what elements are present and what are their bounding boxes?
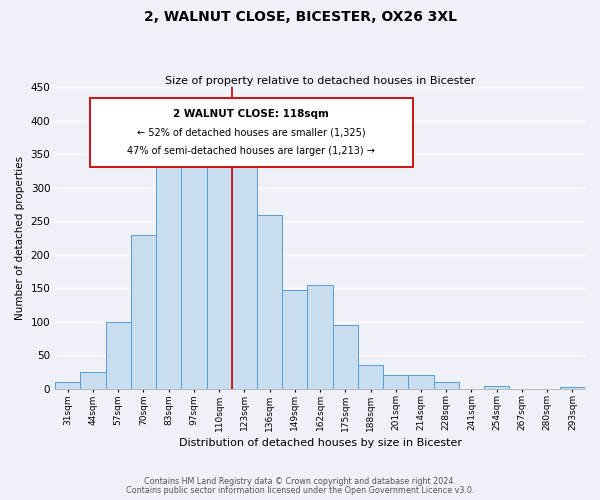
Bar: [484, 386, 509, 388]
Text: 47% of semi-detached houses are larger (1,213) →: 47% of semi-detached houses are larger (…: [127, 146, 375, 156]
Bar: [206, 138, 232, 388]
Bar: [282, 290, 307, 388]
Text: Contains HM Land Registry data © Crown copyright and database right 2024.: Contains HM Land Registry data © Crown c…: [144, 478, 456, 486]
Bar: [181, 141, 206, 388]
Bar: [358, 365, 383, 388]
X-axis label: Distribution of detached houses by size in Bicester: Distribution of detached houses by size …: [179, 438, 461, 448]
Bar: [156, 144, 181, 388]
Bar: [409, 374, 434, 388]
Bar: [80, 372, 106, 388]
Bar: [434, 382, 459, 388]
Text: 2, WALNUT CLOSE, BICESTER, OX26 3XL: 2, WALNUT CLOSE, BICESTER, OX26 3XL: [143, 10, 457, 24]
Bar: [131, 234, 156, 388]
Bar: [332, 325, 358, 388]
Bar: [383, 374, 409, 388]
Bar: [257, 214, 282, 388]
Y-axis label: Number of detached properties: Number of detached properties: [15, 156, 25, 320]
Text: 2 WALNUT CLOSE: 118sqm: 2 WALNUT CLOSE: 118sqm: [173, 109, 329, 119]
Bar: [106, 322, 131, 388]
Bar: [55, 382, 80, 388]
Text: ← 52% of detached houses are smaller (1,325): ← 52% of detached houses are smaller (1,…: [137, 128, 365, 138]
Bar: [232, 151, 257, 388]
Bar: [307, 285, 332, 389]
FancyBboxPatch shape: [89, 98, 413, 167]
Title: Size of property relative to detached houses in Bicester: Size of property relative to detached ho…: [165, 76, 475, 86]
Text: Contains public sector information licensed under the Open Government Licence v3: Contains public sector information licen…: [126, 486, 474, 495]
